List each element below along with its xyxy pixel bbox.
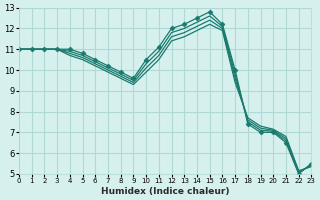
X-axis label: Humidex (Indice chaleur): Humidex (Indice chaleur) [101,187,229,196]
